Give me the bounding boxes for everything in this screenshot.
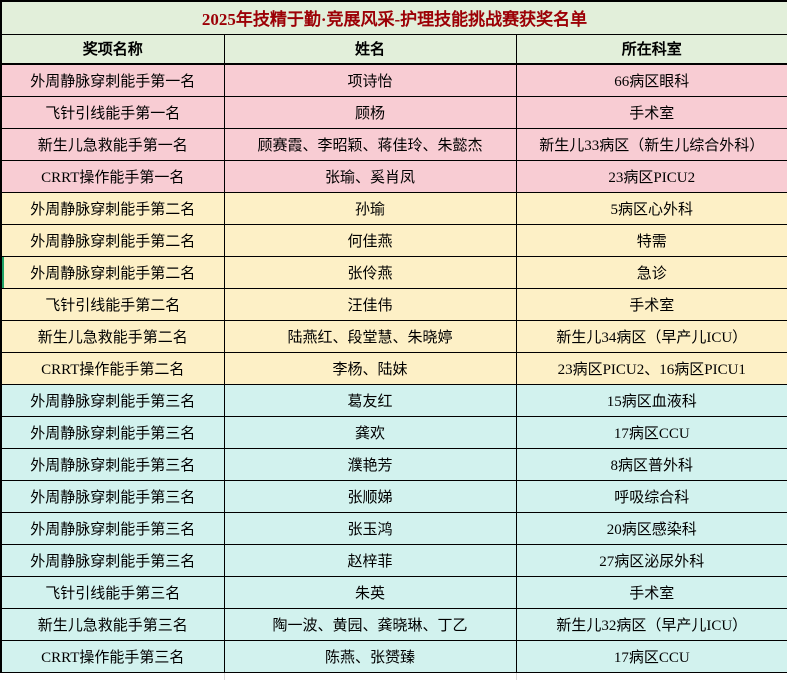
table-row: 外周静脉穿刺能手第二名 孙瑜 5病区心外科 [0, 191, 787, 225]
award-cell[interactable]: CRRT操作能手第二名 [0, 351, 225, 385]
name-cell[interactable]: 张玉鸿 [223, 511, 517, 545]
empty-cell[interactable] [515, 672, 787, 680]
column-header-name[interactable]: 姓名 [223, 33, 517, 65]
award-cell[interactable]: 新生儿急救能手第一名 [0, 127, 225, 161]
name-cell[interactable]: 李杨、陆妹 [223, 351, 517, 385]
name-cell[interactable]: 项诗怡 [223, 63, 517, 97]
name-cell[interactable]: 张伶燕 [223, 255, 517, 289]
department-cell[interactable]: 呼吸综合科 [515, 479, 787, 513]
award-cell[interactable]: 外周静脉穿刺能手第三名 [0, 543, 225, 577]
table-row: 外周静脉穿刺能手第二名 何佳燕 特需 [0, 223, 787, 257]
column-header-row: 奖项名称 姓名 所在科室 [0, 33, 787, 65]
name-cell[interactable]: 汪佳伟 [223, 287, 517, 321]
table-row: 外周静脉穿刺能手第三名 葛友红 15病区血液科 [0, 383, 787, 417]
name-cell[interactable]: 陶一波、黄园、龚晓琳、丁乙 [223, 607, 517, 641]
empty-cell[interactable] [223, 672, 516, 680]
name-cell[interactable]: 葛友红 [223, 383, 517, 417]
table-row: 飞针引线能手第二名 汪佳伟 手术室 [0, 287, 787, 321]
column-header-award[interactable]: 奖项名称 [0, 33, 225, 65]
table-row: 新生儿急救能手第一名 顾赛霞、李昭颖、蒋佳玲、朱懿杰 新生儿33病区（新生儿综合… [0, 127, 787, 161]
award-cell[interactable]: 外周静脉穿刺能手第三名 [0, 447, 225, 481]
award-cell[interactable]: 外周静脉穿刺能手第三名 [0, 415, 225, 449]
name-cell[interactable]: 孙瑜 [223, 191, 517, 225]
table-row: 外周静脉穿刺能手第三名 赵梓菲 27病区泌尿外科 [0, 543, 787, 577]
department-cell[interactable]: 5病区心外科 [515, 191, 787, 225]
empty-cell[interactable] [1, 672, 224, 680]
table-row: 飞针引线能手第一名 顾杨 手术室 [0, 95, 787, 129]
award-cell[interactable]: 飞针引线能手第一名 [0, 95, 225, 129]
table-row: 外周静脉穿刺能手第一名 项诗怡 66病区眼科 [0, 63, 787, 97]
department-cell[interactable]: 66病区眼科 [515, 63, 787, 97]
name-cell[interactable]: 朱英 [223, 575, 517, 609]
name-cell[interactable]: 濮艳芳 [223, 447, 517, 481]
award-cell[interactable]: 外周静脉穿刺能手第二名 [0, 223, 225, 257]
name-cell[interactable]: 赵梓菲 [223, 543, 517, 577]
award-cell[interactable]: 飞针引线能手第三名 [0, 575, 225, 609]
award-cell[interactable]: 外周静脉穿刺能手第三名 [0, 479, 225, 513]
department-cell[interactable]: 特需 [515, 223, 787, 257]
name-cell[interactable]: 顾赛霞、李昭颖、蒋佳玲、朱懿杰 [223, 127, 517, 161]
department-cell[interactable]: 23病区PICU2、16病区PICU1 [515, 351, 787, 385]
table-row: CRRT操作能手第二名 李杨、陆妹 23病区PICU2、16病区PICU1 [0, 351, 787, 385]
name-cell[interactable]: 张瑜、奚肖凤 [223, 159, 517, 193]
table-row: 外周静脉穿刺能手第三名 龚欢 17病区CCU [0, 415, 787, 449]
table-row: 外周静脉穿刺能手第三名 张顺娣 呼吸综合科 [0, 479, 787, 513]
award-cell[interactable]: 外周静脉穿刺能手第一名 [0, 63, 225, 97]
department-cell[interactable]: 17病区CCU [515, 415, 787, 449]
department-cell[interactable]: 新生儿33病区（新生儿综合外科） [515, 127, 787, 161]
award-cell[interactable]: 外周静脉穿刺能手第二名 [0, 191, 225, 225]
table-row: CRRT操作能手第一名 张瑜、奚肖凤 23病区PICU2 [0, 159, 787, 193]
column-header-department[interactable]: 所在科室 [515, 33, 787, 65]
department-cell[interactable]: 17病区CCU [515, 639, 787, 673]
award-cell[interactable]: 飞针引线能手第二名 [0, 287, 225, 321]
department-cell[interactable]: 手术室 [515, 575, 787, 609]
table-row: 外周静脉穿刺能手第二名 张伶燕 急诊 [0, 255, 787, 289]
name-cell[interactable]: 张顺娣 [223, 479, 517, 513]
name-cell[interactable]: 陆燕红、段堂慧、朱晓婷 [223, 319, 517, 353]
award-cell[interactable]: 新生儿急救能手第三名 [0, 607, 225, 641]
award-cell[interactable]: 外周静脉穿刺能手第二名 [0, 255, 225, 289]
award-cell[interactable]: CRRT操作能手第三名 [0, 639, 225, 673]
table-row: CRRT操作能手第三名 陈燕、张赟臻 17病区CCU [0, 639, 787, 673]
award-cell[interactable]: 外周静脉穿刺能手第三名 [0, 383, 225, 417]
table-title[interactable]: 2025年技精于勤·竞展风采-护理技能挑战赛获奖名单 [0, 0, 787, 35]
award-cell[interactable]: CRRT操作能手第一名 [0, 159, 225, 193]
department-cell[interactable]: 新生儿34病区（早产儿ICU） [515, 319, 787, 353]
table-body: 外周静脉穿刺能手第一名 项诗怡 66病区眼科 飞针引线能手第一名 顾杨 手术室 … [0, 63, 787, 673]
department-cell[interactable]: 15病区血液科 [515, 383, 787, 417]
table-row: 新生儿急救能手第二名 陆燕红、段堂慧、朱晓婷 新生儿34病区（早产儿ICU） [0, 319, 787, 353]
name-cell[interactable]: 龚欢 [223, 415, 517, 449]
name-cell[interactable]: 顾杨 [223, 95, 517, 129]
department-cell[interactable]: 手术室 [515, 95, 787, 129]
table-row: 飞针引线能手第三名 朱英 手术室 [0, 575, 787, 609]
award-cell[interactable]: 新生儿急救能手第二名 [0, 319, 225, 353]
table-row: 外周静脉穿刺能手第三名 张玉鸿 20病区感染科 [0, 511, 787, 545]
department-cell[interactable]: 手术室 [515, 287, 787, 321]
name-cell[interactable]: 何佳燕 [223, 223, 517, 257]
department-cell[interactable]: 急诊 [515, 255, 787, 289]
department-cell[interactable]: 新生儿32病区（早产儿ICU） [515, 607, 787, 641]
title-row: 2025年技精于勤·竞展风采-护理技能挑战赛获奖名单 [0, 0, 787, 35]
table-row: 外周静脉穿刺能手第三名 濮艳芳 8病区普外科 [0, 447, 787, 481]
name-cell[interactable]: 陈燕、张赟臻 [223, 639, 517, 673]
department-cell[interactable]: 23病区PICU2 [515, 159, 787, 193]
department-cell[interactable]: 20病区感染科 [515, 511, 787, 545]
department-cell[interactable]: 8病区普外科 [515, 447, 787, 481]
partial-bottom-row [1, 672, 787, 680]
table-row: 新生儿急救能手第三名 陶一波、黄园、龚晓琳、丁乙 新生儿32病区（早产儿ICU） [0, 607, 787, 641]
department-cell[interactable]: 27病区泌尿外科 [515, 543, 787, 577]
award-cell[interactable]: 外周静脉穿刺能手第三名 [0, 511, 225, 545]
